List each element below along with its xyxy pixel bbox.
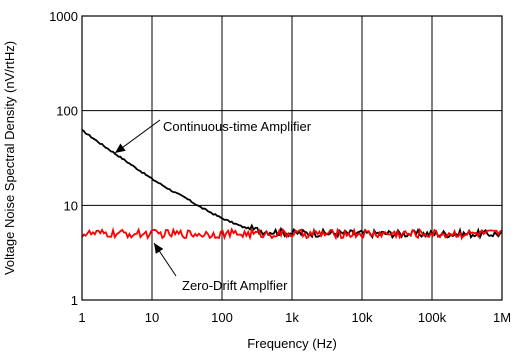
x-tick-label: 10 [145,310,159,325]
y-tick-label: 1000 [49,9,78,24]
x-tick-label: 100 [211,310,233,325]
annotation-label: Continuous-time Amplifier [163,119,312,134]
y-tick-label: 100 [56,104,78,119]
y-tick-label: 10 [64,198,78,213]
x-tick-label: 1 [78,310,85,325]
annotation-label: Zero-Drift Amplfier [182,278,288,293]
grid-lines [81,15,503,301]
x-tick-label: 100k [418,310,447,325]
series-layer [81,128,503,241]
annotations: Continuous-time Amplifier Zero-Drift Ampl… [114,119,312,293]
plot-border [81,15,503,301]
series-line-zero-drift [81,226,503,241]
x-tick-label: 1k [285,310,299,325]
annotation-arrowhead [115,143,126,153]
y-axis-title: Voltage Noise Spectral Density (nV/rtHz) [2,41,17,275]
y-tick-label: 1 [71,293,78,308]
annotation-arrowhead [154,243,164,254]
x-tick-label: 1M [493,310,511,325]
series-line-continuous-time [81,128,503,241]
plot-frame [81,15,503,301]
tick-labels: 1 10 100 1k 10k 100k 1M 1 10 100 1000 [49,9,511,325]
x-axis-title: Frequency (Hz) [247,336,337,351]
x-tick-label: 10k [352,310,373,325]
